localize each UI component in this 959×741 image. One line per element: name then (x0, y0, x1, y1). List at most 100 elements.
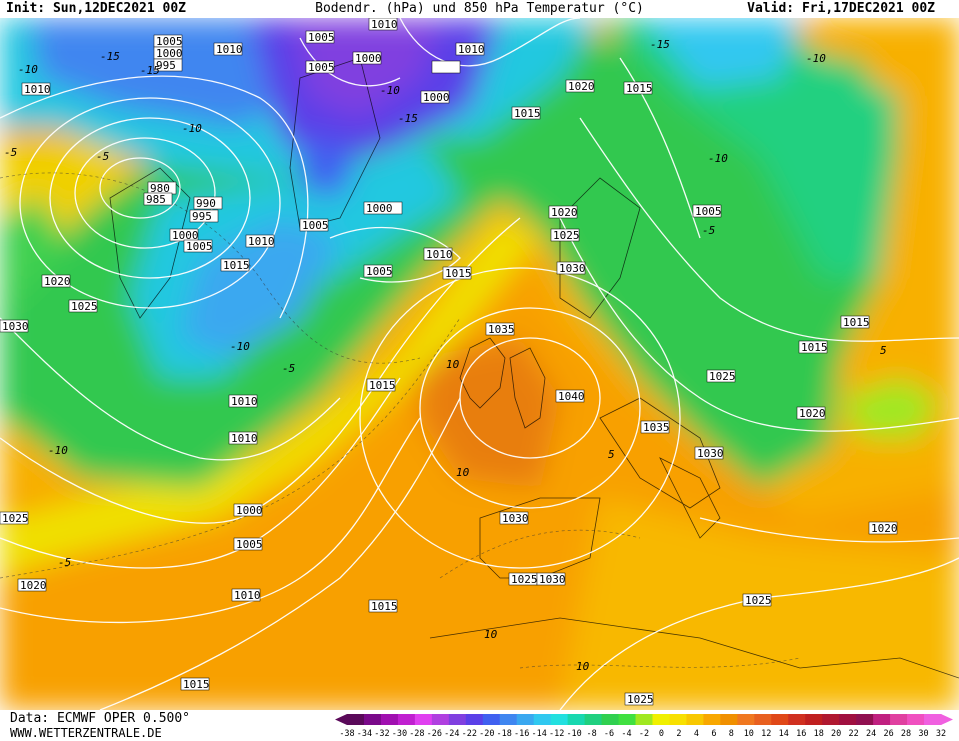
isotherm-label: 10 (456, 466, 470, 479)
legend-tick-label: -38 (339, 729, 354, 739)
legend-swatch (397, 714, 416, 725)
pressure-label: 1000 (366, 202, 393, 215)
isotherm-label: -10 (48, 444, 68, 457)
legend-tick-label: -14 (531, 729, 546, 739)
isotherms (0, 172, 801, 669)
legend-swatch (516, 714, 535, 725)
pressure-label: 990 (196, 197, 216, 210)
pressure-label: 1010 (248, 235, 275, 248)
legend-swatch (584, 714, 603, 725)
legend-tick-label: 24 (866, 729, 876, 739)
pressure-label: 1020 (799, 407, 826, 420)
legend-swatch (448, 714, 467, 725)
pressure-label: 995 (192, 210, 212, 223)
pressure-label: 1025 (553, 229, 580, 242)
legend-tick-label: 32 (936, 729, 946, 739)
pressure-label: 1015 (445, 267, 472, 280)
pressure-label: 1010 (216, 43, 243, 56)
legend-tick-label: 26 (883, 729, 893, 739)
pressure-label: 1025 (511, 573, 538, 586)
pressure-label: 1005 (308, 31, 335, 44)
legend-tick-label: -24 (444, 729, 459, 739)
legend-swatch (720, 714, 738, 725)
legend-swatch (805, 714, 823, 725)
pressure-label: 1000 (172, 229, 199, 242)
legend-arrow-left (335, 714, 347, 725)
legend-tick-label: -26 (427, 729, 442, 739)
legend-tick-label: -34 (357, 729, 372, 739)
legend-swatch (856, 714, 874, 725)
legend-swatch (414, 714, 433, 725)
legend-swatches (335, 714, 953, 725)
pressure-label: 1025 (709, 370, 736, 383)
legend-tick-label: 22 (849, 729, 859, 739)
pressure-label: 1020 (568, 80, 595, 93)
pressure-label: 1015 (801, 341, 828, 354)
legend-tick-label: -6 (604, 729, 614, 739)
pressure-label: 1040 (558, 390, 585, 403)
pressure-label: 980 (150, 182, 170, 195)
pressure-label: 1005 (695, 205, 722, 218)
legend-swatch (550, 714, 569, 725)
pressure-label: 1030 (697, 447, 724, 460)
legend-tick-label: -8 (586, 729, 596, 739)
pressure-label: 1030 (539, 573, 566, 586)
pressure-label: 1005 (186, 240, 213, 253)
isotherm-label: 10 (446, 358, 460, 371)
legend-swatch (363, 714, 382, 725)
isotherm-label: -5 (282, 362, 295, 375)
pressure-label: 1015 (371, 600, 398, 613)
pressure-label: 1020 (44, 275, 71, 288)
pressure-label: 1010 (234, 589, 261, 602)
legend-tick-label: -28 (409, 729, 424, 739)
legend-swatch (465, 714, 484, 725)
legend-tick-label: -4 (621, 729, 631, 739)
isotherm-label: -5 (4, 146, 17, 159)
pressure-label: 1010 (458, 43, 485, 56)
temperature-field (0, 18, 959, 710)
legend-swatch (788, 714, 806, 725)
website: WWW.WETTERZENTRALE.DE (10, 726, 162, 740)
isotherm-label: -15 (140, 64, 160, 77)
legend-tick-label: 10 (744, 729, 754, 739)
pressure-label: 1020 (551, 206, 578, 219)
temperature-labels: -10 -15 -15 -10 -5 -5 -10 -15 -15 -10 -1… (4, 38, 887, 673)
isotherm-label: 5 (880, 344, 887, 357)
pressure-label: 1025 (71, 300, 98, 313)
isotherm-label: -10 (380, 84, 400, 97)
pressure-label: 995 (156, 59, 176, 72)
pressure-label: 1010 (24, 83, 51, 96)
pressure-label: 1015 (514, 107, 541, 120)
pressure-label: 1025 (2, 512, 29, 525)
legend-swatch (686, 714, 704, 725)
legend-swatch (618, 714, 637, 725)
legend-tick-label: 6 (711, 729, 716, 739)
legend-swatch (737, 714, 755, 725)
isotherm-label: -5 (96, 150, 109, 163)
data-source: Data: ECMWF OPER 0.500° (10, 711, 191, 726)
legend-swatch (533, 714, 552, 725)
legend-swatch (601, 714, 620, 725)
pressure-label: 1005 (236, 538, 263, 551)
pressure-label: 1030 (559, 262, 586, 275)
legend-arrow-right (941, 714, 953, 725)
legend-tick-label: 30 (918, 729, 928, 739)
legend-tick-label: 8 (729, 729, 734, 739)
pressure-label: 1015 (843, 316, 870, 329)
pressure-label: 1005 (302, 219, 329, 232)
temperature-legend: -38 -34 -32 -30 -28 -26 -24 -22 -20 -18 -16 -14 -12-… (335, 714, 953, 739)
pressure-label: 1015 (223, 259, 250, 272)
isotherm-label: -10 (230, 340, 250, 353)
pressure-label: 1015 (183, 678, 210, 691)
pressure-label: 1000 (236, 504, 263, 517)
legend-tick-label: 28 (901, 729, 911, 739)
pressure-label: 1005 (366, 265, 393, 278)
isobars (0, 18, 959, 710)
legend-tick-label: -10 (566, 729, 581, 739)
pressure-label: 1025 (745, 594, 772, 607)
legend-tick-label: -22 (462, 729, 477, 739)
pressure-label: 1005 (308, 61, 335, 74)
legend-tick-label: 16 (796, 729, 806, 739)
legend-tick-label: 12 (761, 729, 771, 739)
pressure-label: 1010 (426, 248, 453, 261)
